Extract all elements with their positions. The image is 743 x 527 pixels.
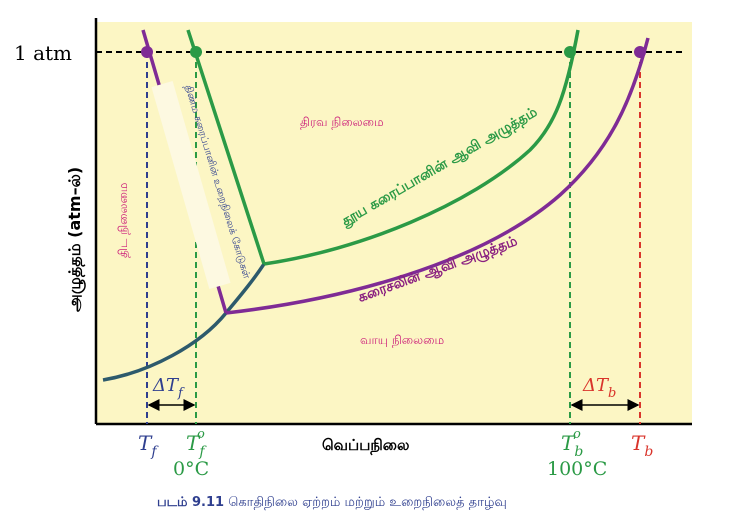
sublimation-curve xyxy=(102,263,266,382)
gas-region-label: வாயு நிலைமை xyxy=(360,333,444,347)
tb0-tick-sup: o xyxy=(573,427,581,442)
delta-tb-label: ΔTb xyxy=(582,375,616,401)
tf0-tick-sup: o xyxy=(197,427,205,442)
solution-vapor-curve xyxy=(225,37,650,315)
tb0-point xyxy=(564,46,576,58)
tb0-tick-label: Tb xyxy=(561,431,583,460)
fusion-label-background xyxy=(151,81,231,289)
hundred-celsius-label: 100°C xyxy=(547,458,607,480)
delta-tf-label: ΔTf xyxy=(152,375,185,401)
tf0-tick-label: Tf xyxy=(186,431,207,460)
solvent-fusion-line xyxy=(186,29,266,265)
liquid-region-label: திரவ நிலைமை xyxy=(300,115,384,129)
tf-point xyxy=(141,46,153,58)
one-atm-label: 1 atm xyxy=(14,41,72,65)
tf0-point xyxy=(190,46,202,58)
zero-celsius-label: 0°C xyxy=(173,458,209,480)
plot-background xyxy=(96,22,692,424)
tf-tick-label: Tf xyxy=(138,431,159,460)
x-axis-title: வெப்பநிலை xyxy=(322,436,409,455)
solid-region-label: திட நிலைமை xyxy=(116,183,130,258)
tb-point xyxy=(634,46,646,58)
figure-caption: படம் 9.11 கொதிநிலை ஏற்றம் மற்றும் உறைநில… xyxy=(157,495,507,510)
solvent-vapor-curve xyxy=(263,29,580,266)
y-axis-title: அழுத்தம் (atm–ல்) xyxy=(65,167,85,312)
tb-tick-label: Tb xyxy=(631,431,653,460)
